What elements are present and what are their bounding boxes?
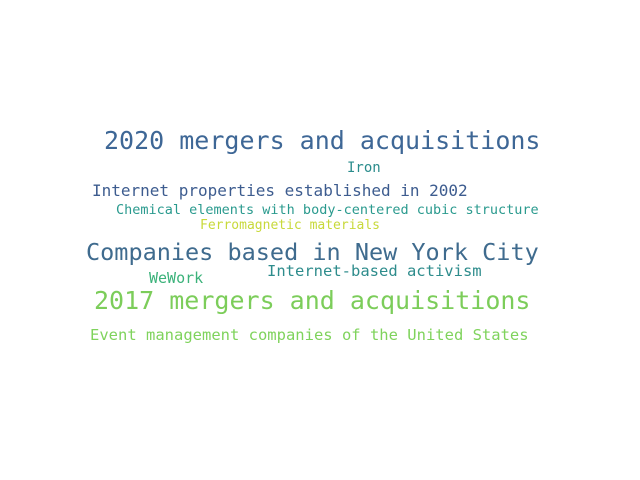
word-companies-nyc: Companies based in New York City [86, 238, 539, 266]
word-event-management-us: Event management companies of the United… [90, 326, 529, 344]
word-internet-activism: Internet-based activism [267, 262, 482, 280]
word-wework: WeWork [149, 269, 204, 287]
word-iron: Iron [347, 160, 381, 176]
word-2020-mergers: 2020 mergers and acquisitions [104, 126, 541, 155]
word-chemical-elements-bcc: Chemical elements with body-centered cub… [116, 202, 539, 218]
word-ferromagnetic-materials: Ferromagnetic materials [200, 218, 381, 233]
word-2017-mergers: 2017 mergers and acquisitions [94, 286, 531, 315]
word-internet-properties-2002: Internet properties established in 2002 [92, 181, 468, 200]
